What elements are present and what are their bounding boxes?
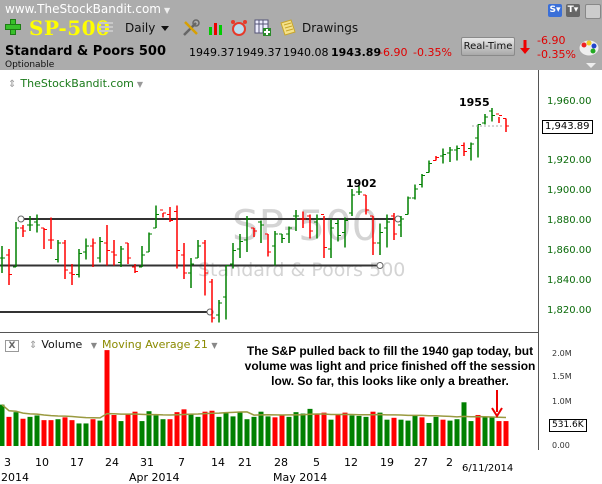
svg-text:SP-500: SP-500	[232, 201, 378, 250]
chevron-down-icon[interactable]	[161, 26, 169, 31]
price-tick: 1,860.00	[547, 245, 592, 256]
symbol-toolbar: SP-500 Daily Drawings S▾ T▾	[0, 4, 602, 40]
add-symbol-icon[interactable]	[5, 19, 21, 35]
price-tick: 1,900.00	[547, 185, 592, 196]
date-tick: 14	[211, 456, 225, 469]
volume-pane[interactable]	[0, 333, 539, 450]
date-tick: 2	[446, 456, 453, 469]
change-pct-value: -0.35%	[413, 46, 452, 59]
window-icon[interactable]	[585, 4, 601, 19]
price-tick: 1,840.00	[547, 275, 592, 286]
date-tick: 24	[105, 456, 119, 469]
annotation-note: The S&P pulled back to fill the 1940 gap…	[244, 344, 536, 388]
date-tick: 3	[4, 456, 11, 469]
price-chart[interactable]	[0, 70, 539, 333]
price-tick: 1,920.00	[547, 155, 592, 166]
current-date: 6/11/2014	[462, 463, 514, 474]
date-tick: 10	[35, 456, 49, 469]
period-select[interactable]: Daily	[125, 21, 156, 35]
realtime-button[interactable]: Real-Time	[461, 37, 515, 56]
current-volume-label: 531.6K	[549, 419, 587, 432]
move-icon[interactable]: ⇕	[8, 79, 17, 90]
volume-tick: 0.00	[552, 441, 570, 450]
open-value: 1949.37	[189, 46, 235, 59]
volume-tick: 1.5M	[552, 372, 572, 381]
svg-text:Standard & Poors 500: Standard & Poors 500	[198, 259, 405, 281]
date-tick: 5	[313, 456, 320, 469]
s-button[interactable]: S▾	[548, 4, 562, 17]
date-tick: 7	[178, 456, 185, 469]
chevron-down-icon[interactable]: ▼	[211, 341, 218, 350]
date-tick: 17	[70, 456, 84, 469]
volume-label[interactable]: Volume	[41, 338, 83, 351]
low-value: 1940.08	[283, 46, 329, 59]
change-value: -6.90	[379, 46, 408, 59]
month-label: 2014	[1, 471, 29, 484]
tools-icon[interactable]	[182, 19, 200, 37]
drawings-button[interactable]: Drawings	[302, 21, 359, 35]
move-icon[interactable]: ⇕	[29, 340, 38, 351]
site-label: www.TheStockBandit.com	[5, 2, 161, 16]
price-tick: 1,820.00	[547, 305, 592, 316]
current-price-label: 1,943.89	[542, 120, 593, 134]
quote-row: Standard & Poors 500 1949.37 1949.37 194…	[0, 44, 602, 62]
site-selector[interactable]: www.TheStockBandit.com ▼	[5, 2, 170, 16]
date-tick: 12	[344, 456, 358, 469]
date-tick: 31	[140, 456, 154, 469]
security-name: Standard & Poors 500	[5, 44, 166, 59]
chevron-down-icon[interactable]	[586, 63, 596, 68]
t-button[interactable]: T▾	[566, 4, 580, 17]
rt-change: -6.90	[537, 34, 566, 47]
month-label: May 2014	[273, 471, 328, 484]
top-toolbar	[0, 0, 602, 70]
volume-tick: 1.0M	[552, 397, 572, 406]
volume-legend: X ⇕ Volume ▼ Moving Average 21 ▼	[5, 338, 218, 352]
chevron-down-icon[interactable]: ▼	[136, 80, 144, 89]
close-pane-button[interactable]: X	[5, 340, 19, 352]
date-tick: 19	[380, 456, 394, 469]
svg-text:1902: 1902	[346, 177, 377, 190]
price-tick: 1,880.00	[547, 215, 592, 226]
alarm-icon[interactable]	[230, 19, 248, 37]
last-value: 1943.89	[331, 46, 382, 59]
price-tick: 1,960.00	[547, 96, 592, 107]
chevron-down-icon: ▼	[163, 6, 171, 15]
calendar-add-icon[interactable]	[254, 19, 272, 37]
svg-text:1955: 1955	[459, 96, 490, 109]
date-tick: 28	[274, 456, 288, 469]
volume-tick: 2.0M	[552, 349, 572, 358]
chevron-down-icon[interactable]: ▼	[90, 341, 97, 350]
high-value: 1949.37	[236, 46, 282, 59]
list-icon[interactable]	[99, 22, 113, 34]
optionable-label: Optionable	[5, 60, 55, 70]
indicators-icon[interactable]	[207, 19, 225, 37]
date-tick: 21	[238, 456, 252, 469]
symbol-label[interactable]: SP-500	[29, 16, 111, 40]
month-label: Apr 2014	[129, 471, 180, 484]
down-arrow-icon	[520, 40, 530, 54]
chart-legend[interactable]: ⇕ TheStockBandit.com ▼	[8, 77, 144, 90]
ma-label[interactable]: Moving Average 21	[101, 338, 208, 351]
palette-icon[interactable]	[578, 38, 600, 58]
date-tick: 27	[414, 456, 428, 469]
notes-icon[interactable]	[279, 19, 297, 37]
rt-change-pct: -0.35%	[537, 48, 576, 61]
